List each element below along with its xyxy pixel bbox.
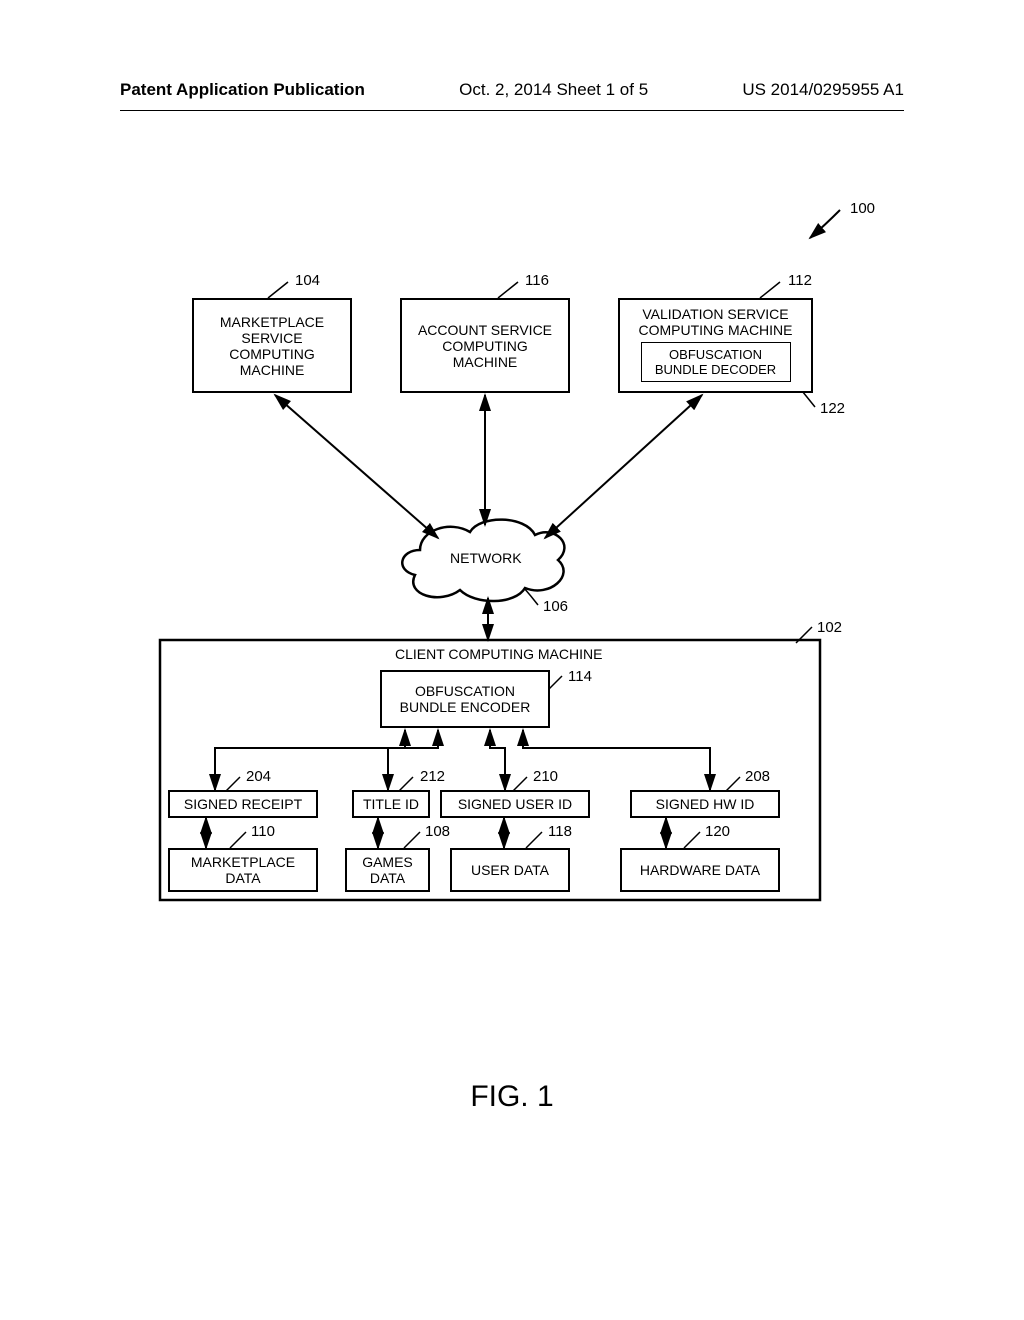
box-marketplace-data: MARKETPLACE DATA (168, 848, 318, 892)
header-right: US 2014/0295955 A1 (742, 80, 904, 100)
arrows-overlay (120, 160, 904, 1060)
box-hardware-data: HARDWARE DATA (620, 848, 780, 892)
ref-100: 100 (850, 200, 875, 217)
ref-116: 116 (525, 272, 549, 289)
ref-118: 118 (548, 823, 572, 840)
ref-204: 204 (246, 768, 271, 785)
ref-210: 210 (533, 768, 558, 785)
header-left: Patent Application Publication (120, 80, 365, 100)
box-decoder: OBFUSCATION BUNDLE DECODER (641, 342, 791, 382)
box-title-id: TITLE ID (352, 790, 430, 818)
network-label: NETWORK (450, 550, 522, 566)
ref-106: 106 (543, 598, 568, 615)
box-validation-service: VALIDATION SERVICE COMPUTING MACHINE OBF… (618, 298, 813, 393)
box-signed-user-id: SIGNED USER ID (440, 790, 590, 818)
box-marketplace-service: MARKETPLACE SERVICE COMPUTING MACHINE (192, 298, 352, 393)
box-signed-hw-id: SIGNED HW ID (630, 790, 780, 818)
ref-114: 114 (568, 668, 592, 685)
ref-110: 110 (251, 823, 275, 840)
ref-120: 120 (705, 823, 730, 840)
box-user-data: USER DATA (450, 848, 570, 892)
ref-108: 108 (425, 823, 450, 840)
validation-label: VALIDATION SERVICE COMPUTING MACHINE (639, 306, 793, 338)
box-signed-receipt: SIGNED RECEIPT (168, 790, 318, 818)
client-title: CLIENT COMPUTING MACHINE (395, 646, 602, 662)
ref-212: 212 (420, 768, 445, 785)
page-header: Patent Application Publication Oct. 2, 2… (0, 80, 1024, 100)
box-encoder: OBFUSCATION BUNDLE ENCODER (380, 670, 550, 728)
ref-104: 104 (295, 272, 320, 289)
figure-caption: FIG. 1 (0, 1080, 1024, 1114)
header-mid: Oct. 2, 2014 Sheet 1 of 5 (459, 80, 648, 100)
header-rule (120, 110, 904, 111)
ref-102: 102 (817, 619, 842, 636)
ref-122: 122 (820, 400, 845, 417)
ref-112: 112 (788, 272, 812, 289)
box-account-service: ACCOUNT SERVICE COMPUTING MACHINE (400, 298, 570, 393)
ref-208: 208 (745, 768, 770, 785)
diagram-area: 100 MARKETPLACE SERVICE COMPUTING MACHIN… (120, 160, 904, 1060)
box-games-data: GAMES DATA (345, 848, 430, 892)
